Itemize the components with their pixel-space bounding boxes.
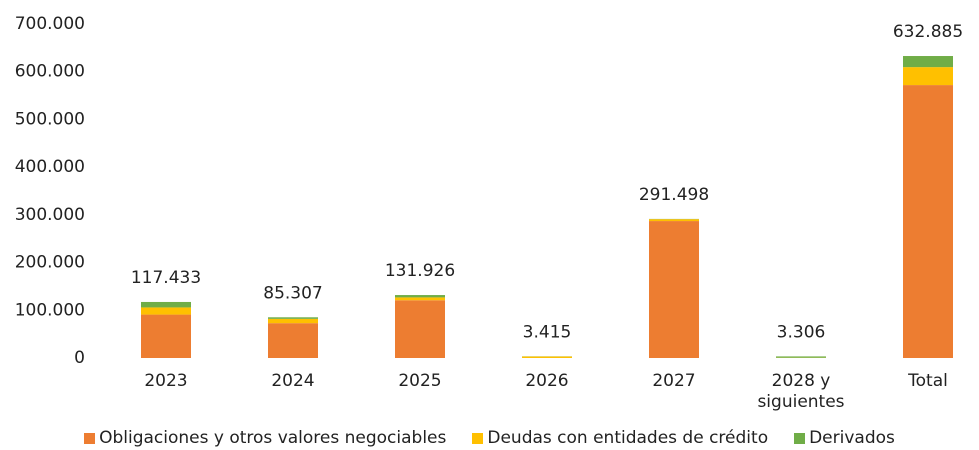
bar-segment xyxy=(268,317,318,319)
total-label: 131.926 xyxy=(385,261,455,281)
legend-label: Deudas con entidades de crédito xyxy=(487,428,769,448)
total-label: 85.307 xyxy=(263,283,322,303)
legend-item: Derivados xyxy=(794,428,895,448)
bar-segment xyxy=(141,301,191,308)
total-label: 3.306 xyxy=(777,322,826,342)
total-label: 117.433 xyxy=(131,268,201,288)
x-tick-label: 2028 y siguientes xyxy=(757,371,845,412)
bar-segment xyxy=(522,356,572,358)
legend: Obligaciones y otros valores negociables… xyxy=(0,428,979,448)
legend-label: Derivados xyxy=(809,428,895,448)
y-tick-label: 700.000 xyxy=(15,14,85,34)
x-tick-label: Total xyxy=(908,371,948,391)
legend-item: Obligaciones y otros valores negociables xyxy=(84,428,446,448)
bar-segment xyxy=(268,318,318,324)
bar-segment xyxy=(903,67,953,86)
legend-swatch xyxy=(84,432,96,444)
legend-swatch xyxy=(472,432,484,444)
x-tick-label: 2027 xyxy=(652,371,696,391)
total-label: 632.885 xyxy=(893,22,963,42)
total-label: 3.415 xyxy=(523,322,572,342)
y-tick-label: 600.000 xyxy=(15,62,85,82)
y-tick-label: 0 xyxy=(74,348,85,368)
y-tick-label: 300.000 xyxy=(15,205,85,225)
bar-segment xyxy=(268,323,318,358)
x-tick-label: 2024 xyxy=(271,371,315,391)
legend-label: Obligaciones y otros valores negociables xyxy=(99,428,447,448)
y-tick-label: 100.000 xyxy=(15,300,85,320)
bar-segment xyxy=(395,295,445,298)
bar-segment xyxy=(395,300,445,358)
bar-segment xyxy=(903,85,953,359)
bar-segment xyxy=(649,219,699,222)
bar-segment xyxy=(903,56,953,68)
bar-segment xyxy=(395,297,445,301)
bar-segment xyxy=(776,356,826,358)
y-tick-label: 400.000 xyxy=(15,157,85,177)
x-tick-label: 2025 xyxy=(398,371,442,391)
x-tick-label: 2026 xyxy=(525,371,569,391)
total-label: 291.498 xyxy=(639,185,709,205)
y-tick-label: 200.000 xyxy=(15,253,85,273)
legend-swatch xyxy=(794,432,806,444)
y-tick-label: 500.000 xyxy=(15,109,85,129)
bar-segment xyxy=(141,307,191,315)
bar-segment xyxy=(141,314,191,358)
bar-segment xyxy=(649,221,699,358)
legend-item: Deudas con entidades de crédito xyxy=(472,428,768,448)
x-tick-label: 2023 xyxy=(144,371,188,391)
